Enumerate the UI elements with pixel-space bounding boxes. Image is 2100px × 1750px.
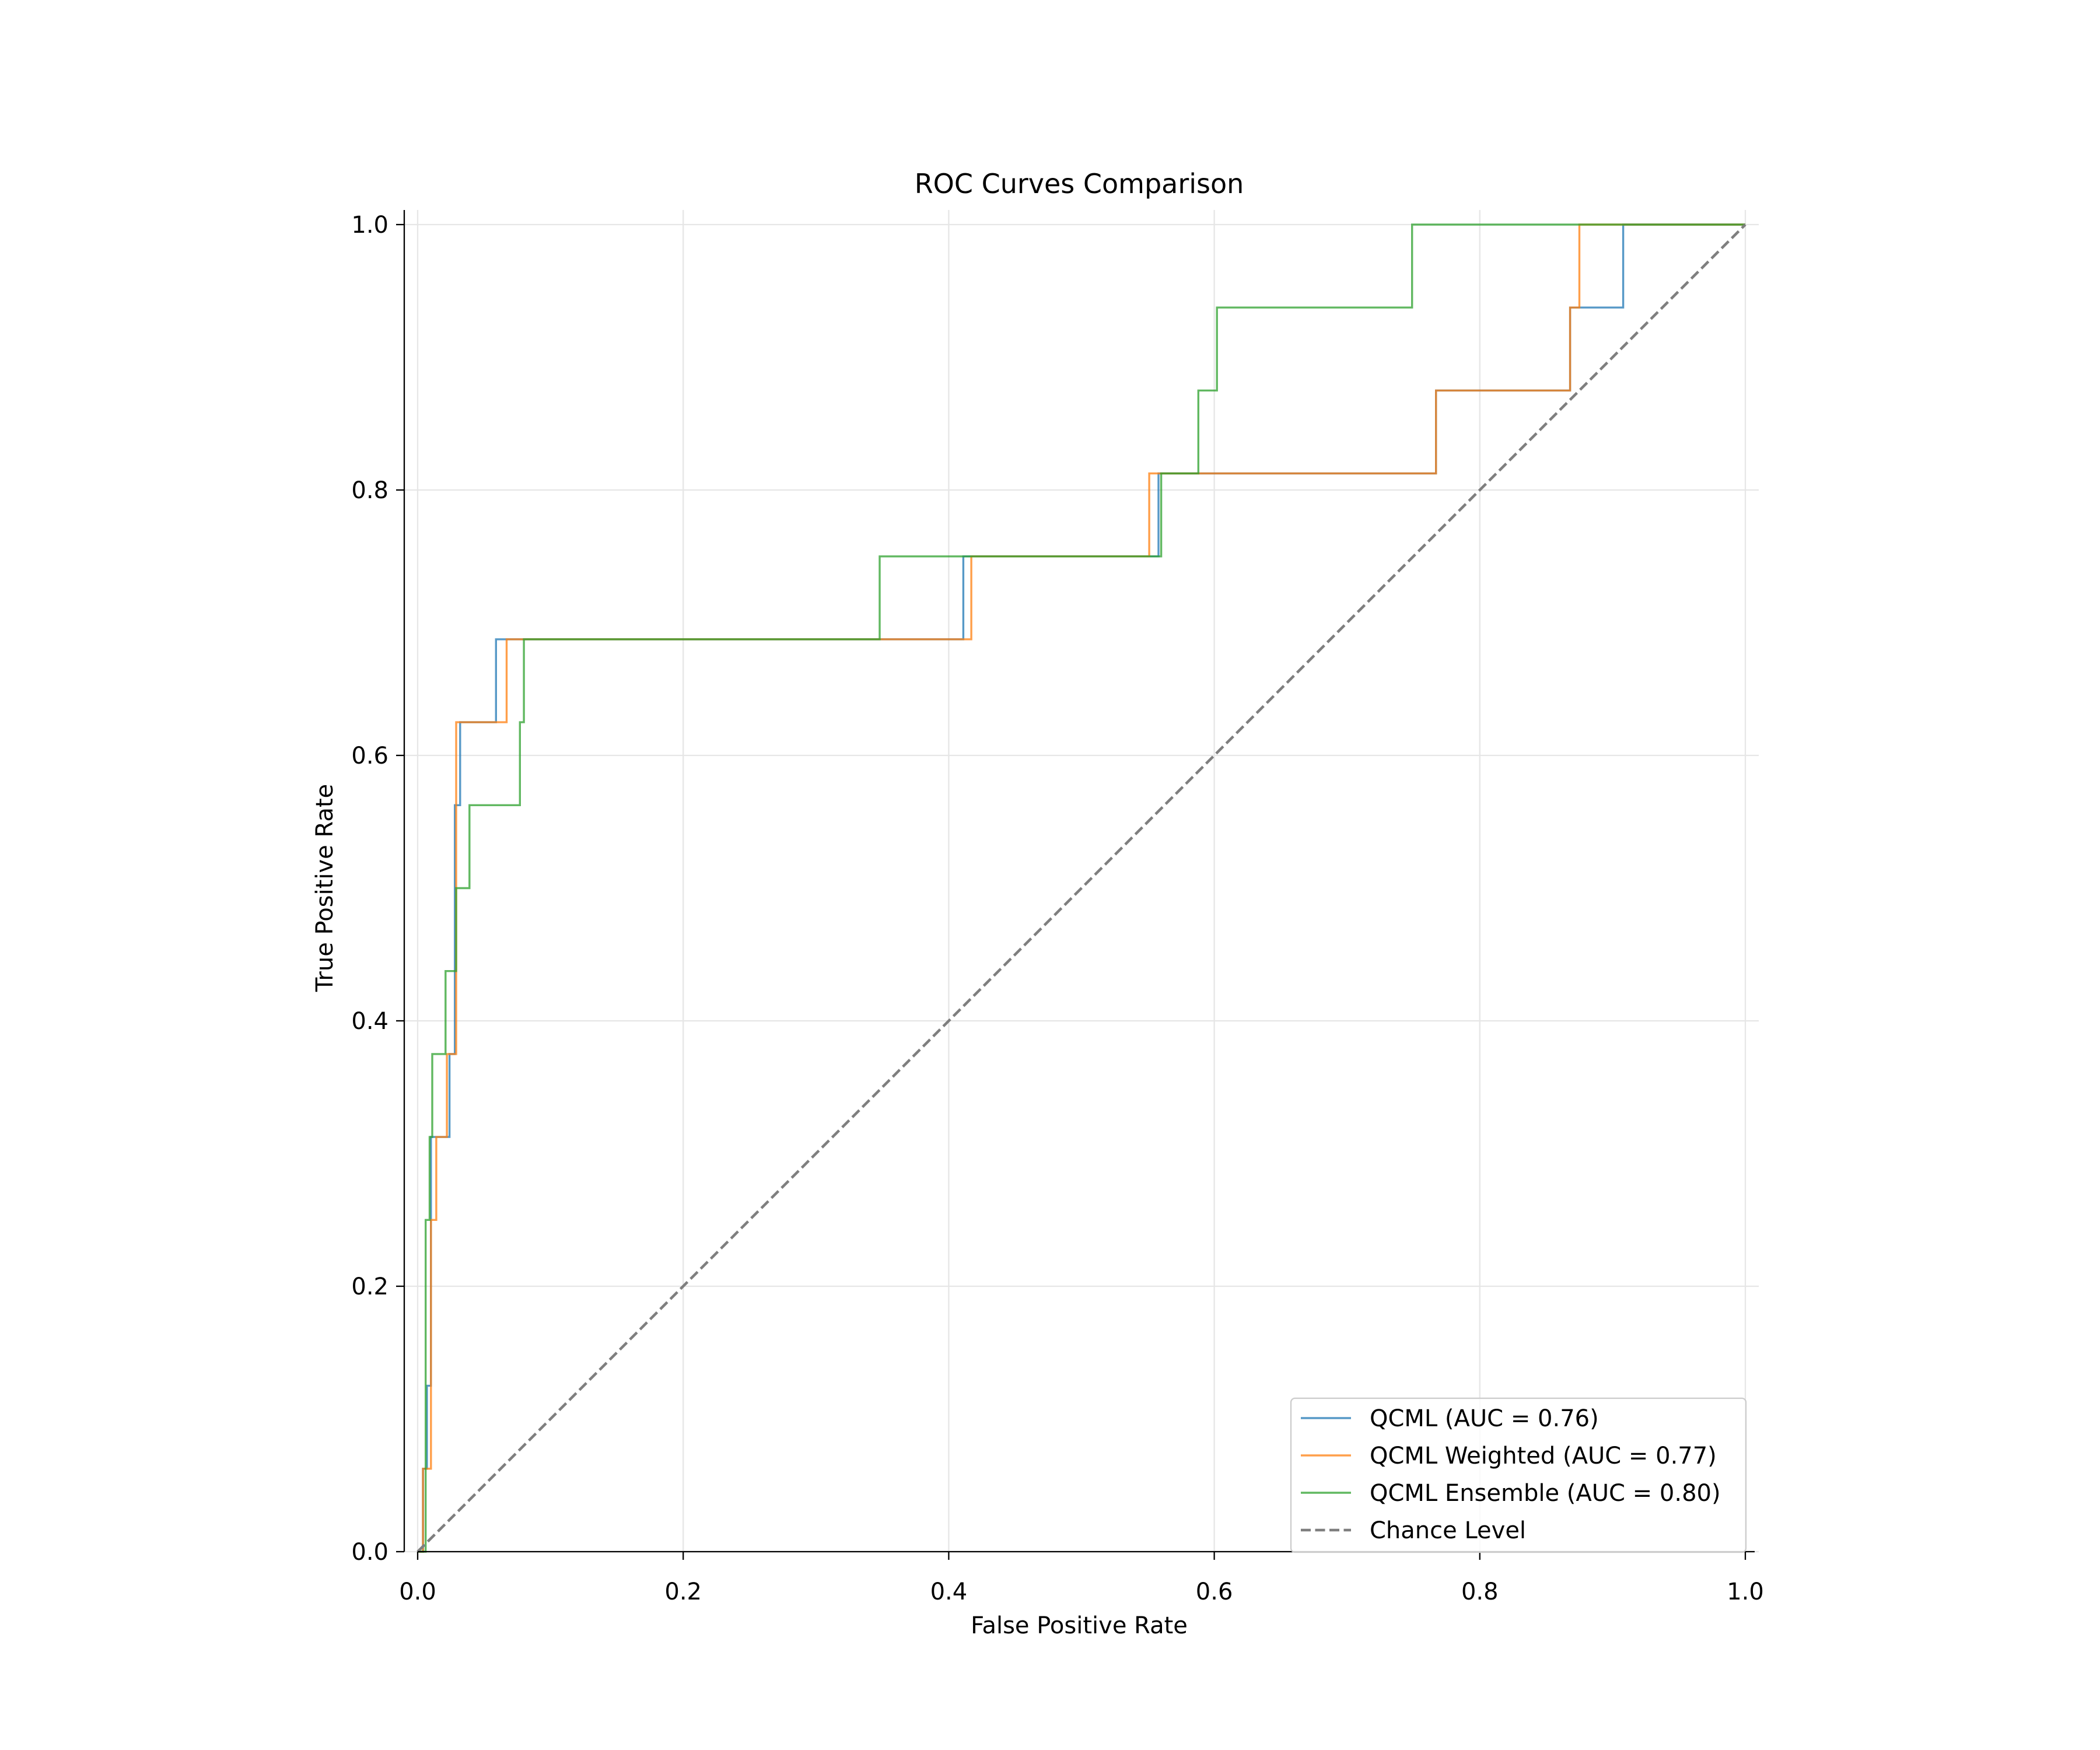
legend-box [1290, 1397, 1747, 1553]
roc-series-2 [418, 223, 1745, 1553]
x-tick-label-4: 0.8 [1461, 1578, 1499, 1605]
x-tick-label-2: 0.4 [930, 1578, 968, 1605]
legend: QCML (AUC = 0.76) QCML Weighted (AUC = 0.… [1290, 1397, 1747, 1553]
grid-lines [404, 210, 1759, 1553]
y-tick-label-4: 0.8 [351, 477, 388, 504]
x-tick-label-5: 1.0 [1727, 1578, 1764, 1605]
y-tick-label-5: 1.0 [351, 212, 388, 239]
x-axis-ticks: 0.0 0.2 0.4 0.6 0.8 1.0 [399, 1552, 1764, 1605]
x-axis-label: False Positive Rate [971, 1612, 1188, 1639]
x-tick-label-0: 0.0 [399, 1578, 436, 1605]
legend-label-3: Chance Level [1370, 1517, 1526, 1544]
roc-series-1 [418, 223, 1745, 1553]
y-axis-ticks: 0.0 0.2 0.4 0.6 0.8 1.0 [351, 212, 404, 1566]
x-tick-label-3: 0.6 [1196, 1578, 1233, 1605]
y-tick-label-2: 0.4 [351, 1008, 388, 1035]
x-tick-label-1: 0.2 [664, 1578, 702, 1605]
y-tick-label-3: 0.6 [351, 743, 388, 769]
y-tick-label-0: 0.0 [351, 1539, 388, 1566]
legend-label-0: QCML (AUC = 0.76) [1370, 1405, 1599, 1432]
y-tick-label-1: 0.2 [351, 1273, 388, 1300]
legend-label-1: QCML Weighted (AUC = 0.77) [1370, 1443, 1717, 1469]
y-axis-label: True Positive Rate [312, 784, 338, 992]
legend-label-2: QCML Ensemble (AUC = 0.80) [1370, 1480, 1721, 1507]
series-layer [416, 223, 1746, 1553]
chart-title: ROC Curves Comparison [915, 168, 1244, 200]
chance-level-line [416, 223, 1746, 1553]
